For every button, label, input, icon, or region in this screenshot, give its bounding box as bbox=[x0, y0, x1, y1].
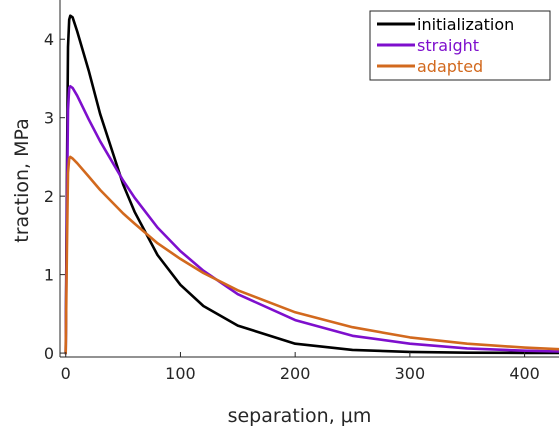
x-tick-label: 100 bbox=[165, 364, 196, 383]
series-line-straight bbox=[64, 85, 559, 355]
series-group bbox=[64, 14, 559, 355]
x-tick-label: 300 bbox=[395, 364, 426, 383]
legend-label-adapted: adapted bbox=[417, 57, 483, 76]
x-tick-label: 400 bbox=[509, 364, 540, 383]
legend: initialization straight adapted bbox=[369, 10, 551, 81]
series-line-adapted bbox=[64, 155, 559, 355]
legend-label-initialization: initialization bbox=[417, 15, 514, 34]
plot-area bbox=[64, 14, 559, 355]
x-axis-title: separation, μm bbox=[228, 405, 372, 427]
series-line-initialization bbox=[64, 14, 559, 355]
y-tick-label: 4 bbox=[44, 30, 54, 49]
y-tick-label: 1 bbox=[44, 266, 54, 285]
y-tick-label: 0 bbox=[44, 344, 54, 363]
y-ticks: 0 1 2 3 4 bbox=[44, 30, 65, 363]
x-ticks: 0 100 200 300 400 bbox=[61, 352, 540, 383]
y-axis-title: traction, MPa bbox=[11, 118, 33, 242]
y-tick-label: 2 bbox=[44, 187, 54, 206]
y-tick-label: 3 bbox=[44, 109, 54, 128]
x-tick-label: 200 bbox=[280, 364, 311, 383]
x-tick-label: 0 bbox=[61, 364, 71, 383]
axes: 0 100 200 300 400 0 1 2 3 4 bbox=[44, 0, 559, 383]
legend-label-straight: straight bbox=[417, 36, 479, 55]
